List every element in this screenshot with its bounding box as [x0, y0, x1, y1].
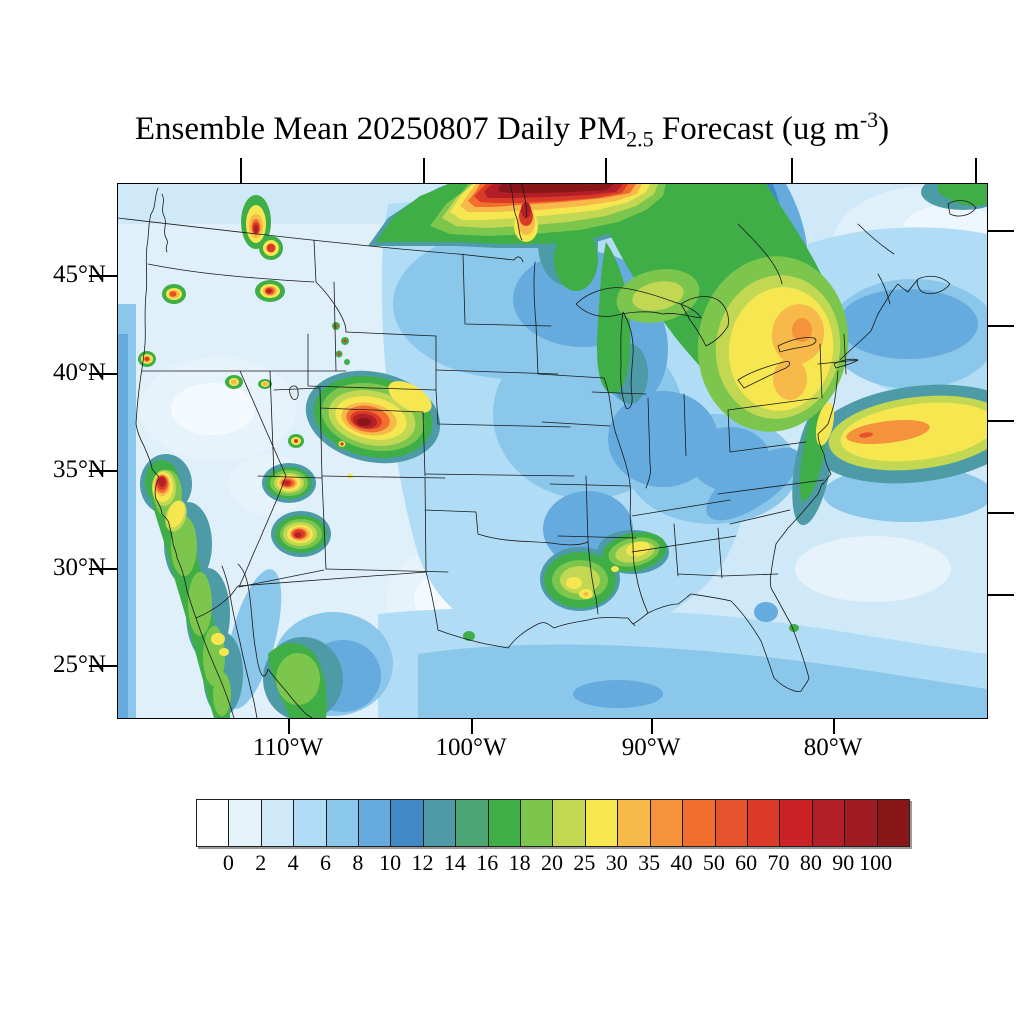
colorbar-cell [780, 800, 813, 846]
lat-label: 35°N [52, 456, 106, 483]
top-axis-tick [605, 158, 607, 183]
title-subscript: 2.5 [626, 126, 654, 152]
bottom-axis-tick [833, 717, 835, 734]
colorbar-cell [683, 800, 716, 846]
colorbar-tick-label: 30 [605, 850, 628, 875]
colorbar-tick-label: 12 [411, 850, 434, 875]
colorbar-tick-label: 35 [638, 850, 661, 875]
contour-field [118, 184, 987, 718]
colorbar-cell [229, 800, 262, 846]
colorbar-cell [294, 800, 327, 846]
colorbar-tick-label: 0 [222, 850, 234, 875]
top-axis-tick [975, 158, 977, 183]
lat-label: 25°N [52, 651, 106, 678]
colorbar-cell [261, 800, 295, 846]
colorbar-tick-label: 90 [832, 850, 855, 875]
left-axis-tick [89, 470, 117, 472]
bottom-axis-tick [651, 717, 653, 734]
colorbar-tick-label: 2 [255, 850, 267, 875]
colorbar-cell [812, 800, 846, 846]
plot-title: Ensemble Mean 20250807 Daily PM2.5 Forec… [0, 107, 1024, 153]
right-axis-tick [986, 325, 1014, 327]
colorbar-tick-label: 6 [319, 850, 331, 875]
right-axis-tick [986, 420, 1014, 422]
colorbar-tick-label: 40 [670, 850, 693, 875]
colorbar-tick-label: 25 [573, 850, 596, 875]
colorbar-tick-label: 16 [476, 850, 499, 875]
colorbar-tick-label: 50 [702, 850, 725, 875]
left-axis-tick [89, 275, 117, 277]
left-axis-tick [89, 665, 117, 667]
bottom-axis-tick [471, 717, 473, 734]
colorbar-cell [650, 800, 684, 846]
top-axis-tick [791, 158, 793, 183]
title-superscript: -3 [859, 107, 879, 132]
colorbar-tick-label: 10 [379, 850, 402, 875]
colorbar [196, 799, 910, 847]
colorbar-tick-label: 14 [443, 850, 466, 875]
colorbar-cell [877, 800, 909, 846]
colorbar-tick-label: 18 [508, 850, 531, 875]
geographic-outlines [118, 184, 977, 718]
colorbar-tick-label: 60 [735, 850, 758, 875]
colorbar-cell [553, 800, 586, 846]
title-text-2: Forecast (ug m [653, 111, 860, 147]
lon-label: 110°W [252, 734, 324, 761]
colorbar-cell [715, 800, 748, 846]
colorbar-tick-label: 20 [541, 850, 563, 875]
top-axis-tick [240, 158, 242, 183]
colorbar-tick-label: 80 [799, 850, 822, 875]
colorbar-cell [585, 800, 619, 846]
forecast-map [117, 183, 988, 719]
left-axis-tick [89, 373, 117, 375]
right-axis-tick [986, 594, 1014, 596]
colorbar-cell [359, 800, 392, 846]
title-text-3: ) [878, 111, 890, 147]
lon-label: 80°W [803, 734, 863, 761]
colorbar-tick-label: 8 [352, 850, 364, 875]
lat-label: 45°N [52, 261, 106, 288]
right-axis-tick [986, 512, 1014, 514]
colorbar-cell [197, 800, 230, 846]
title-text: Ensemble Mean 20250807 Daily PM [134, 111, 627, 147]
left-axis-tick [89, 568, 117, 570]
bottom-axis-tick [288, 717, 290, 734]
colorbar-cell [747, 800, 781, 846]
colorbar-labels: 0 2 4 6 8 10 12 14 16 18 20 25 30 35 40 50 60 70 80 90 100 [196, 850, 908, 876]
colorbar-cell [423, 800, 457, 846]
colorbar-cell [456, 800, 489, 846]
lat-label: 40°N [52, 359, 106, 386]
colorbar-cell [845, 800, 878, 846]
colorbar-cell [391, 800, 424, 846]
right-axis-tick [986, 230, 1014, 232]
colorbar-tick-label: 4 [287, 850, 299, 875]
colorbar-tick-label: 70 [767, 850, 790, 875]
top-axis-tick [423, 158, 425, 183]
lat-label: 30°N [52, 554, 106, 581]
colorbar-cell [618, 800, 651, 846]
colorbar-cell [326, 800, 360, 846]
lon-label: 100°W [435, 734, 507, 761]
colorbar-cell [521, 800, 554, 846]
colorbar-tick-label: 100 [859, 850, 893, 875]
colorbar-cell [488, 800, 522, 846]
lon-label: 90°W [621, 734, 681, 761]
